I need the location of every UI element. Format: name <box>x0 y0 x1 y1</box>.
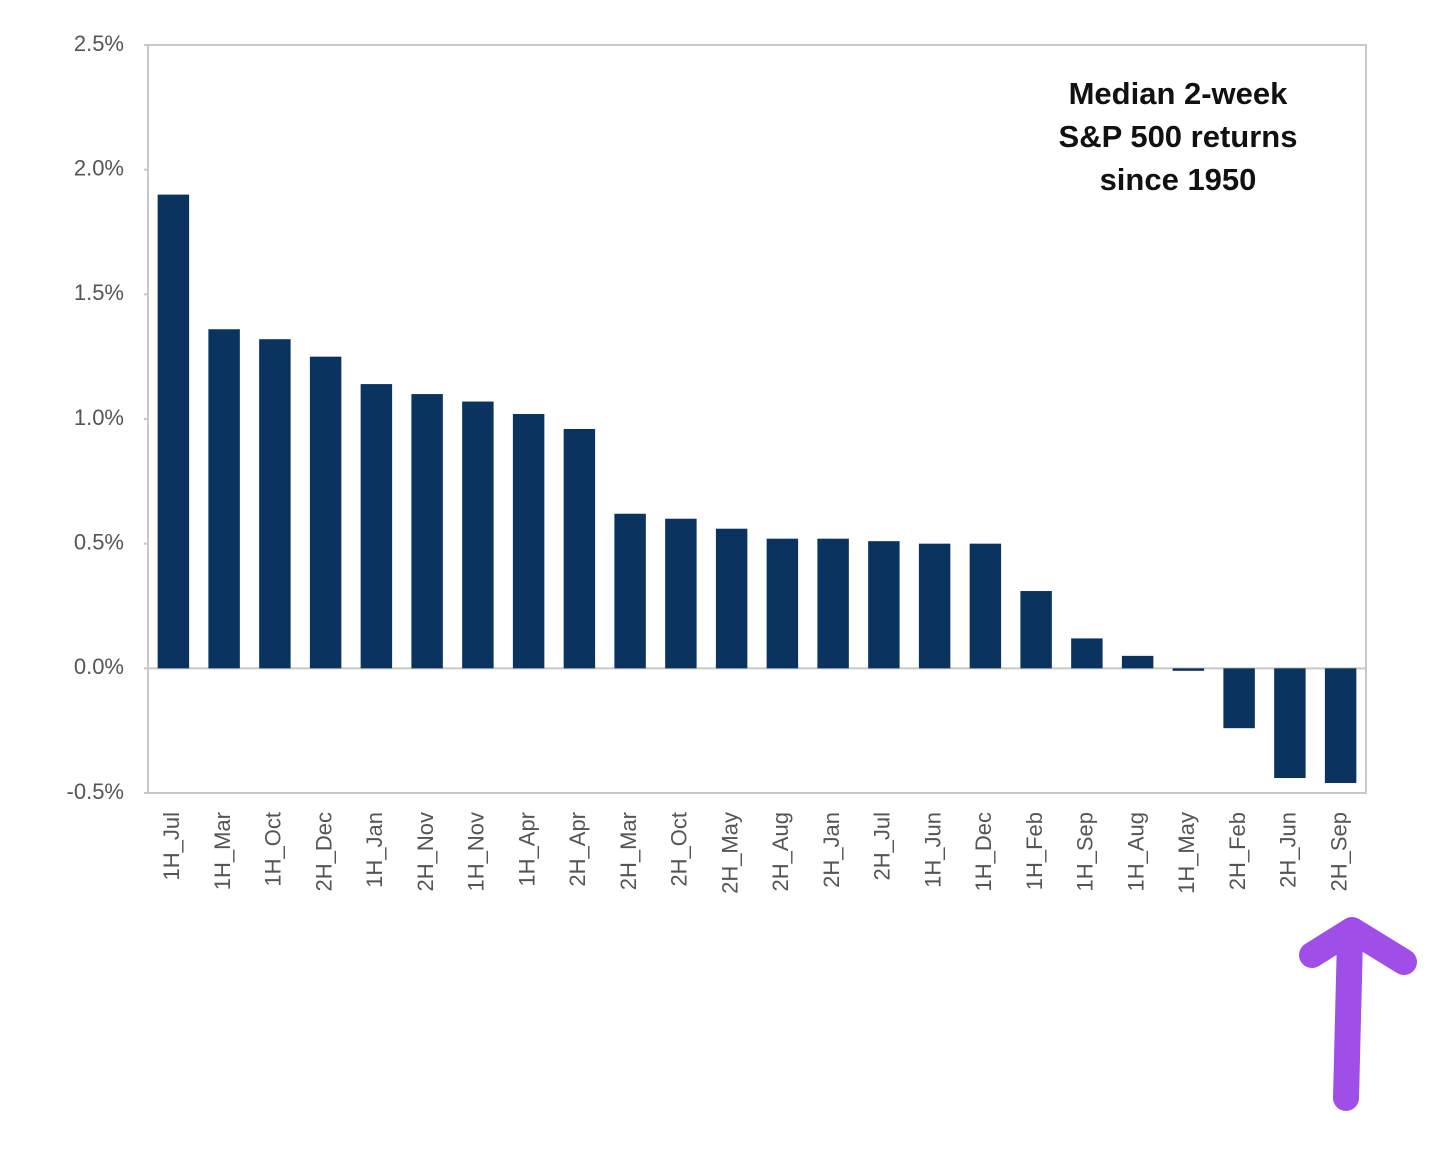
x-tick-label: 2H_Nov <box>413 812 438 891</box>
bar <box>208 329 240 669</box>
bar <box>512 414 545 669</box>
x-tick-label: 2H_May <box>717 812 742 894</box>
bar <box>1020 591 1052 669</box>
chart-title: since 1950 <box>1100 162 1257 197</box>
x-tick-label: 2H_Dec <box>311 812 336 891</box>
bar <box>411 394 443 669</box>
x-tick-label: 1H_Feb <box>1022 812 1047 890</box>
y-tick-label: 0.5% <box>74 529 124 554</box>
bar <box>614 513 646 669</box>
bar <box>563 428 596 669</box>
annotation-arrow <box>1299 917 1417 1111</box>
bar <box>157 194 190 669</box>
bar <box>1324 668 1357 784</box>
y-tick-label: -0.5% <box>67 779 124 804</box>
x-tick-label: 1H_Jan <box>362 812 387 888</box>
bar <box>766 538 799 669</box>
x-tick-label: 1H_Oct <box>261 812 286 887</box>
chart-title: S&P 500 returns <box>1059 119 1298 154</box>
bar <box>462 401 494 669</box>
x-tick-label: 1H_Jul <box>159 812 184 880</box>
x-tick-label: 2H_Oct <box>667 812 692 887</box>
y-tick-label: 0.0% <box>74 654 124 679</box>
bar <box>1172 668 1205 671</box>
bar <box>1274 668 1306 779</box>
x-tick-label: 2H_Feb <box>1225 812 1250 890</box>
y-tick-label: 2.5% <box>74 31 124 56</box>
bar <box>1121 655 1154 669</box>
bar <box>969 543 1002 669</box>
y-tick-label: 2.0% <box>74 155 124 180</box>
bar <box>360 384 393 669</box>
x-tick-label: 2H_Jul <box>870 812 895 880</box>
bar <box>715 528 748 669</box>
bar <box>1071 638 1103 669</box>
bar <box>817 538 849 669</box>
x-tick-label: 1H_May <box>1174 812 1199 894</box>
x-tick-label: 2H_Sep <box>1326 812 1351 892</box>
x-tick-label: 2H_Apr <box>565 812 590 887</box>
x-tick-label: 1H_Dec <box>971 812 996 891</box>
y-tick-label: 1.5% <box>74 280 124 305</box>
x-tick-label: 1H_Apr <box>514 812 539 887</box>
bar <box>868 541 900 669</box>
x-tick-label: 1H_Sep <box>1073 812 1098 892</box>
bar <box>918 543 951 669</box>
bar <box>665 518 697 669</box>
x-tick-label: 2H_Jun <box>1276 812 1301 888</box>
x-tick-label: 1H_Nov <box>464 812 489 891</box>
bar <box>1223 668 1255 729</box>
x-tick-label: 2H_Jan <box>819 812 844 888</box>
bar <box>309 356 342 669</box>
x-tick-label: 1H_Aug <box>1123 812 1148 892</box>
x-tick-label: 1H_Mar <box>210 812 235 890</box>
y-tick-label: 1.0% <box>74 405 124 430</box>
x-tick-label: 2H_Aug <box>768 812 793 892</box>
bar <box>259 339 291 669</box>
x-tick-label: 2H_Mar <box>616 812 641 890</box>
x-tick-label: 1H_Jun <box>920 812 945 888</box>
chart-title: Median 2-week <box>1069 76 1289 111</box>
